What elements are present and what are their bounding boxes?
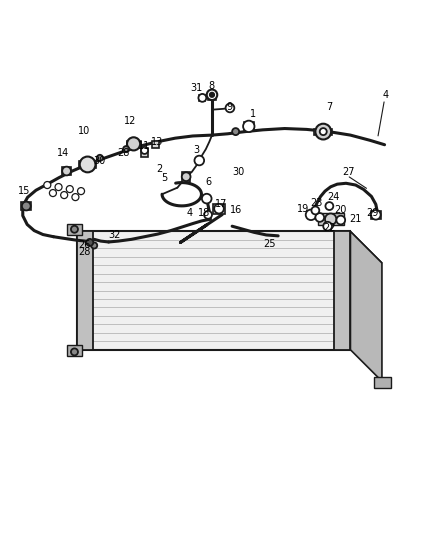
Circle shape: [66, 185, 73, 192]
Circle shape: [62, 167, 71, 175]
Circle shape: [49, 190, 57, 197]
Circle shape: [315, 213, 324, 222]
Circle shape: [194, 156, 204, 165]
Circle shape: [371, 210, 381, 220]
Bar: [127, 141, 141, 147]
Polygon shape: [77, 231, 350, 350]
Bar: [244, 123, 254, 130]
Text: 25: 25: [263, 239, 276, 249]
Bar: [199, 95, 205, 101]
Circle shape: [226, 103, 234, 112]
Circle shape: [210, 93, 214, 97]
Circle shape: [91, 243, 97, 248]
Bar: [213, 204, 225, 214]
Text: 21: 21: [350, 214, 362, 224]
Text: 10: 10: [78, 126, 91, 136]
Circle shape: [232, 128, 239, 135]
Polygon shape: [67, 345, 82, 356]
Text: 26: 26: [78, 240, 90, 251]
Circle shape: [72, 193, 79, 200]
Circle shape: [323, 222, 332, 231]
Text: 3: 3: [193, 146, 199, 156]
Text: 23: 23: [310, 198, 322, 208]
Bar: [21, 202, 31, 210]
Circle shape: [60, 191, 67, 199]
Text: 20: 20: [335, 205, 347, 215]
Circle shape: [80, 157, 95, 172]
Circle shape: [214, 204, 224, 214]
Text: 9: 9: [226, 102, 233, 111]
Text: 19: 19: [297, 204, 309, 214]
Text: 2: 2: [156, 164, 162, 174]
Circle shape: [123, 146, 129, 152]
Text: 28: 28: [117, 148, 130, 158]
Text: 18: 18: [198, 208, 210, 218]
Circle shape: [71, 226, 78, 233]
Polygon shape: [77, 231, 93, 350]
Circle shape: [86, 239, 93, 246]
Bar: [182, 172, 190, 182]
Text: 11: 11: [138, 141, 150, 151]
Bar: [62, 167, 71, 175]
Circle shape: [198, 94, 206, 102]
Bar: [152, 141, 159, 148]
Bar: [208, 95, 216, 101]
Bar: [141, 148, 148, 157]
Circle shape: [336, 216, 345, 224]
Circle shape: [127, 138, 140, 150]
Bar: [314, 128, 332, 135]
Circle shape: [97, 155, 103, 161]
Text: 27: 27: [342, 167, 354, 177]
Text: 22: 22: [323, 223, 336, 233]
Bar: [371, 211, 381, 219]
Text: 6: 6: [205, 177, 211, 188]
Text: 1: 1: [250, 109, 256, 119]
Polygon shape: [350, 231, 382, 381]
Text: 13: 13: [151, 136, 163, 147]
Text: 28: 28: [78, 247, 90, 257]
Circle shape: [325, 202, 333, 210]
Bar: [318, 213, 344, 225]
Text: 4: 4: [382, 90, 389, 100]
Circle shape: [22, 201, 31, 211]
Circle shape: [306, 209, 316, 220]
Text: 15: 15: [18, 186, 30, 196]
Circle shape: [44, 182, 51, 189]
Text: 31: 31: [190, 83, 202, 93]
Text: 32: 32: [109, 230, 121, 240]
Circle shape: [182, 172, 191, 181]
Circle shape: [55, 183, 62, 191]
Circle shape: [320, 128, 327, 135]
Polygon shape: [77, 231, 382, 263]
Circle shape: [78, 188, 85, 195]
Text: 14: 14: [57, 149, 70, 158]
Circle shape: [204, 211, 212, 219]
Text: 30: 30: [94, 156, 106, 166]
Text: 7: 7: [326, 102, 332, 111]
Polygon shape: [67, 223, 82, 235]
Circle shape: [243, 120, 254, 132]
Polygon shape: [374, 377, 391, 388]
Bar: [79, 160, 96, 168]
Text: 24: 24: [328, 192, 340, 203]
Text: 17: 17: [215, 199, 227, 209]
Circle shape: [71, 349, 78, 356]
Text: 5: 5: [161, 173, 167, 183]
Polygon shape: [334, 231, 350, 350]
Text: 29: 29: [366, 208, 378, 218]
Text: 16: 16: [230, 205, 242, 215]
Circle shape: [202, 194, 212, 204]
Circle shape: [141, 147, 148, 154]
Circle shape: [311, 206, 319, 214]
Circle shape: [207, 90, 217, 100]
Text: 12: 12: [124, 116, 136, 126]
Circle shape: [315, 124, 331, 140]
Text: 4: 4: [186, 208, 192, 218]
Circle shape: [325, 214, 336, 225]
Text: 30: 30: [233, 167, 245, 177]
Text: 8: 8: [208, 81, 215, 91]
